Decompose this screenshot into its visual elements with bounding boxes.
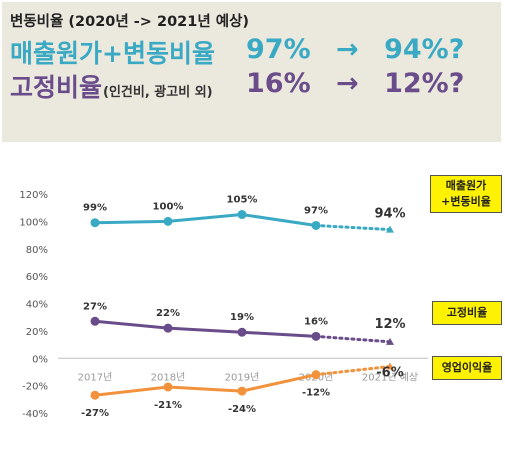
x-tick-label: 2018년 (151, 371, 186, 383)
fixed-point (311, 331, 321, 341)
summary-title: 변동비율 (2020년 -> 2021년 예상) (10, 14, 250, 30)
fixed-summary-values: 16% → 12%? (246, 68, 464, 99)
op-forecast-line (314, 364, 392, 377)
cogs-callout: 매출원가 +변동비율 (430, 175, 502, 213)
fixed-data-label: 27% (83, 301, 107, 312)
fixed-forecast-point (386, 337, 394, 345)
cogs-summary-label: 매출원가+변동비율 (10, 39, 215, 68)
fixed-summary-from: 16% (246, 68, 311, 99)
fixed-point (237, 327, 247, 337)
cogs-point (237, 210, 247, 220)
y-tick-label: 40% (26, 300, 48, 311)
cogs-series-line (94, 213, 317, 227)
cogs-point (90, 218, 100, 228)
op-series-line (94, 373, 317, 397)
op-point (90, 390, 100, 400)
right-arrow-icon: → (336, 34, 359, 65)
fixed-data-label: 19% (230, 312, 254, 323)
y-tick-label: 120% (19, 190, 48, 201)
cogs-data-label: 105% (227, 195, 258, 206)
op-point (163, 382, 173, 392)
fixed-data-label: 22% (156, 308, 180, 319)
cogs-data-label: 100% (153, 201, 184, 212)
op-point (311, 370, 321, 380)
y-tick-label: 100% (19, 217, 48, 228)
fixed-summary-label: 고정비율 (10, 73, 103, 102)
fixed-point (90, 316, 100, 326)
cogs-summary-values: 97% → 94%? (246, 34, 464, 65)
y-tick-label: 60% (26, 272, 48, 283)
cogs-summary-to: 94%? (384, 34, 465, 65)
op-data-label: -6% (376, 365, 403, 380)
op-point (237, 386, 247, 396)
fixed-data-label: 12% (374, 317, 405, 332)
x-tick-label: 2019년 (225, 371, 260, 383)
summary-header: 변동비율 (2020년 -> 2021년 예상) 매출원가+변동비율 97% →… (2, 2, 501, 142)
fixed-forecast-line (314, 334, 392, 344)
cogs-summary-from: 97% (246, 34, 311, 65)
right-arrow-icon: → (336, 68, 359, 99)
fixed-point (163, 323, 173, 333)
cogs-forecast-point (386, 225, 394, 233)
fixed-callout: 고정비율 (432, 301, 502, 325)
x-tick-label: 2021년 예상 (362, 371, 418, 383)
y-tick-label: -20% (22, 382, 48, 393)
op-data-label: -12% (302, 388, 330, 399)
op-data-label: -27% (81, 408, 109, 419)
y-tick-label: 20% (26, 327, 48, 338)
y-tick-label: -40% (22, 409, 48, 420)
fixed-data-label: 16% (304, 316, 328, 327)
fixed-summary-sub: (인건비, 광고비 외) (103, 85, 213, 100)
cogs-data-label: 97% (304, 205, 328, 216)
cogs-point (163, 216, 173, 226)
fixed-summary-to: 12%? (384, 68, 465, 99)
cogs-data-label: 94% (374, 207, 405, 222)
cogs-summary-line: 매출원가+변동비율 97% → 94%? (10, 34, 464, 70)
line-chart: -40% -20% 0% 20% 40% 60% 80% 100% 120% 2017년 2018년… (19, 190, 428, 420)
fixed-summary-line: 고정비율(인건비, 광고비 외) 16% → 12%? (10, 68, 464, 104)
x-tick-label: 2017년 (78, 371, 113, 383)
fixed-series-line (94, 319, 317, 338)
op-data-label: -21% (154, 400, 182, 411)
y-tick-label: 0% (32, 354, 48, 365)
cogs-point (311, 220, 321, 230)
cogs-data-label: 99% (83, 203, 107, 214)
op-data-label: -24% (228, 404, 256, 415)
cogs-forecast-line (314, 223, 392, 232)
y-tick-label: 80% (26, 245, 48, 256)
op-callout: 영업이익율 (432, 356, 502, 380)
op-forecast-point (386, 362, 394, 370)
